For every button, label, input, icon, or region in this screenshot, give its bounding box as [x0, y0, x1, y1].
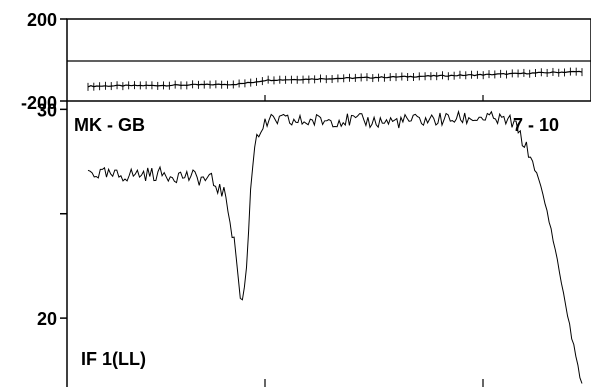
y-tick-label: 20	[37, 309, 57, 329]
y-tick-label: -200	[21, 93, 57, 113]
channel-label: IF 1(LL)	[81, 349, 146, 369]
phase-series-markers	[87, 67, 583, 91]
phase-series-line	[87, 70, 583, 88]
phase-panel-frame	[66, 18, 591, 102]
y-tick-label: 200	[27, 10, 57, 30]
amplitude-series-line	[87, 109, 583, 384]
baseline-label: MK - GB	[74, 115, 145, 135]
y-tick-label: 30	[37, 100, 57, 120]
time-label: 7 - 10	[513, 115, 559, 135]
